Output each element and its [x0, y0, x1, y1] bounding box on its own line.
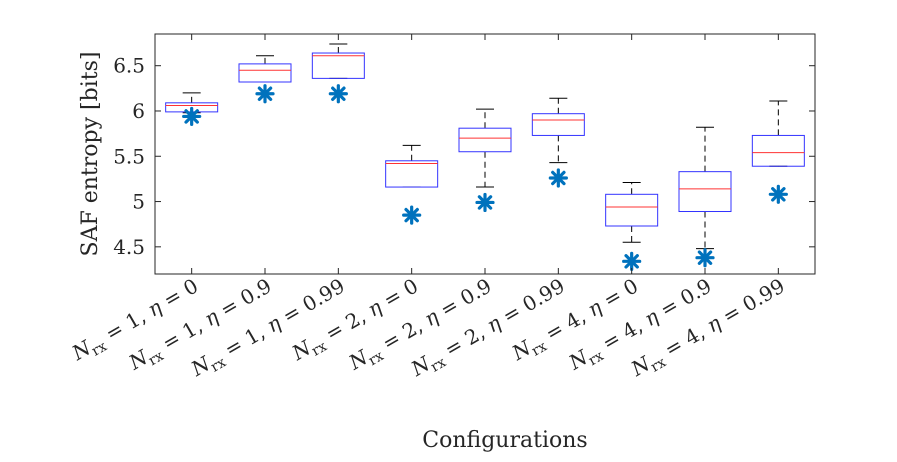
box-9	[751, 100, 805, 167]
box-iqr	[385, 160, 439, 188]
box-4	[385, 144, 439, 188]
marker-9	[768, 184, 788, 204]
box-8	[678, 126, 732, 250]
box-6	[531, 97, 585, 164]
box-7	[605, 182, 659, 243]
ticks-layer: 4.5 5 5.5 6 6.5	[113, 34, 815, 274]
box-3	[311, 43, 365, 79]
marker-3	[328, 84, 348, 104]
marker-4	[402, 205, 422, 225]
box-iqr	[458, 127, 512, 153]
marker-8	[695, 248, 715, 268]
marker-2	[255, 84, 275, 104]
markers-layer	[182, 84, 788, 271]
box-iqr	[311, 52, 365, 79]
box-iqr	[531, 113, 585, 136]
box-iqr	[678, 171, 732, 213]
box-iqr	[238, 63, 292, 83]
y-tick-label: 4.5	[113, 235, 145, 259]
marker-7	[622, 251, 642, 271]
marker-6	[548, 168, 568, 188]
box-5	[458, 108, 512, 188]
boxes-layer	[165, 43, 805, 250]
y-tick-label: 6.5	[113, 54, 145, 78]
y-axis-title: SAF entropy [bits]	[78, 52, 103, 257]
x-axis-title: Configurations	[422, 428, 587, 453]
box-2	[238, 55, 292, 83]
marker-1	[182, 106, 202, 127]
box-iqr	[605, 193, 659, 227]
marker-5	[475, 192, 495, 213]
y-tick-label: 5.5	[113, 144, 145, 168]
box-iqr	[751, 134, 805, 167]
y-tick-label: 6	[132, 99, 145, 123]
y-tick-label: 5	[132, 190, 145, 214]
